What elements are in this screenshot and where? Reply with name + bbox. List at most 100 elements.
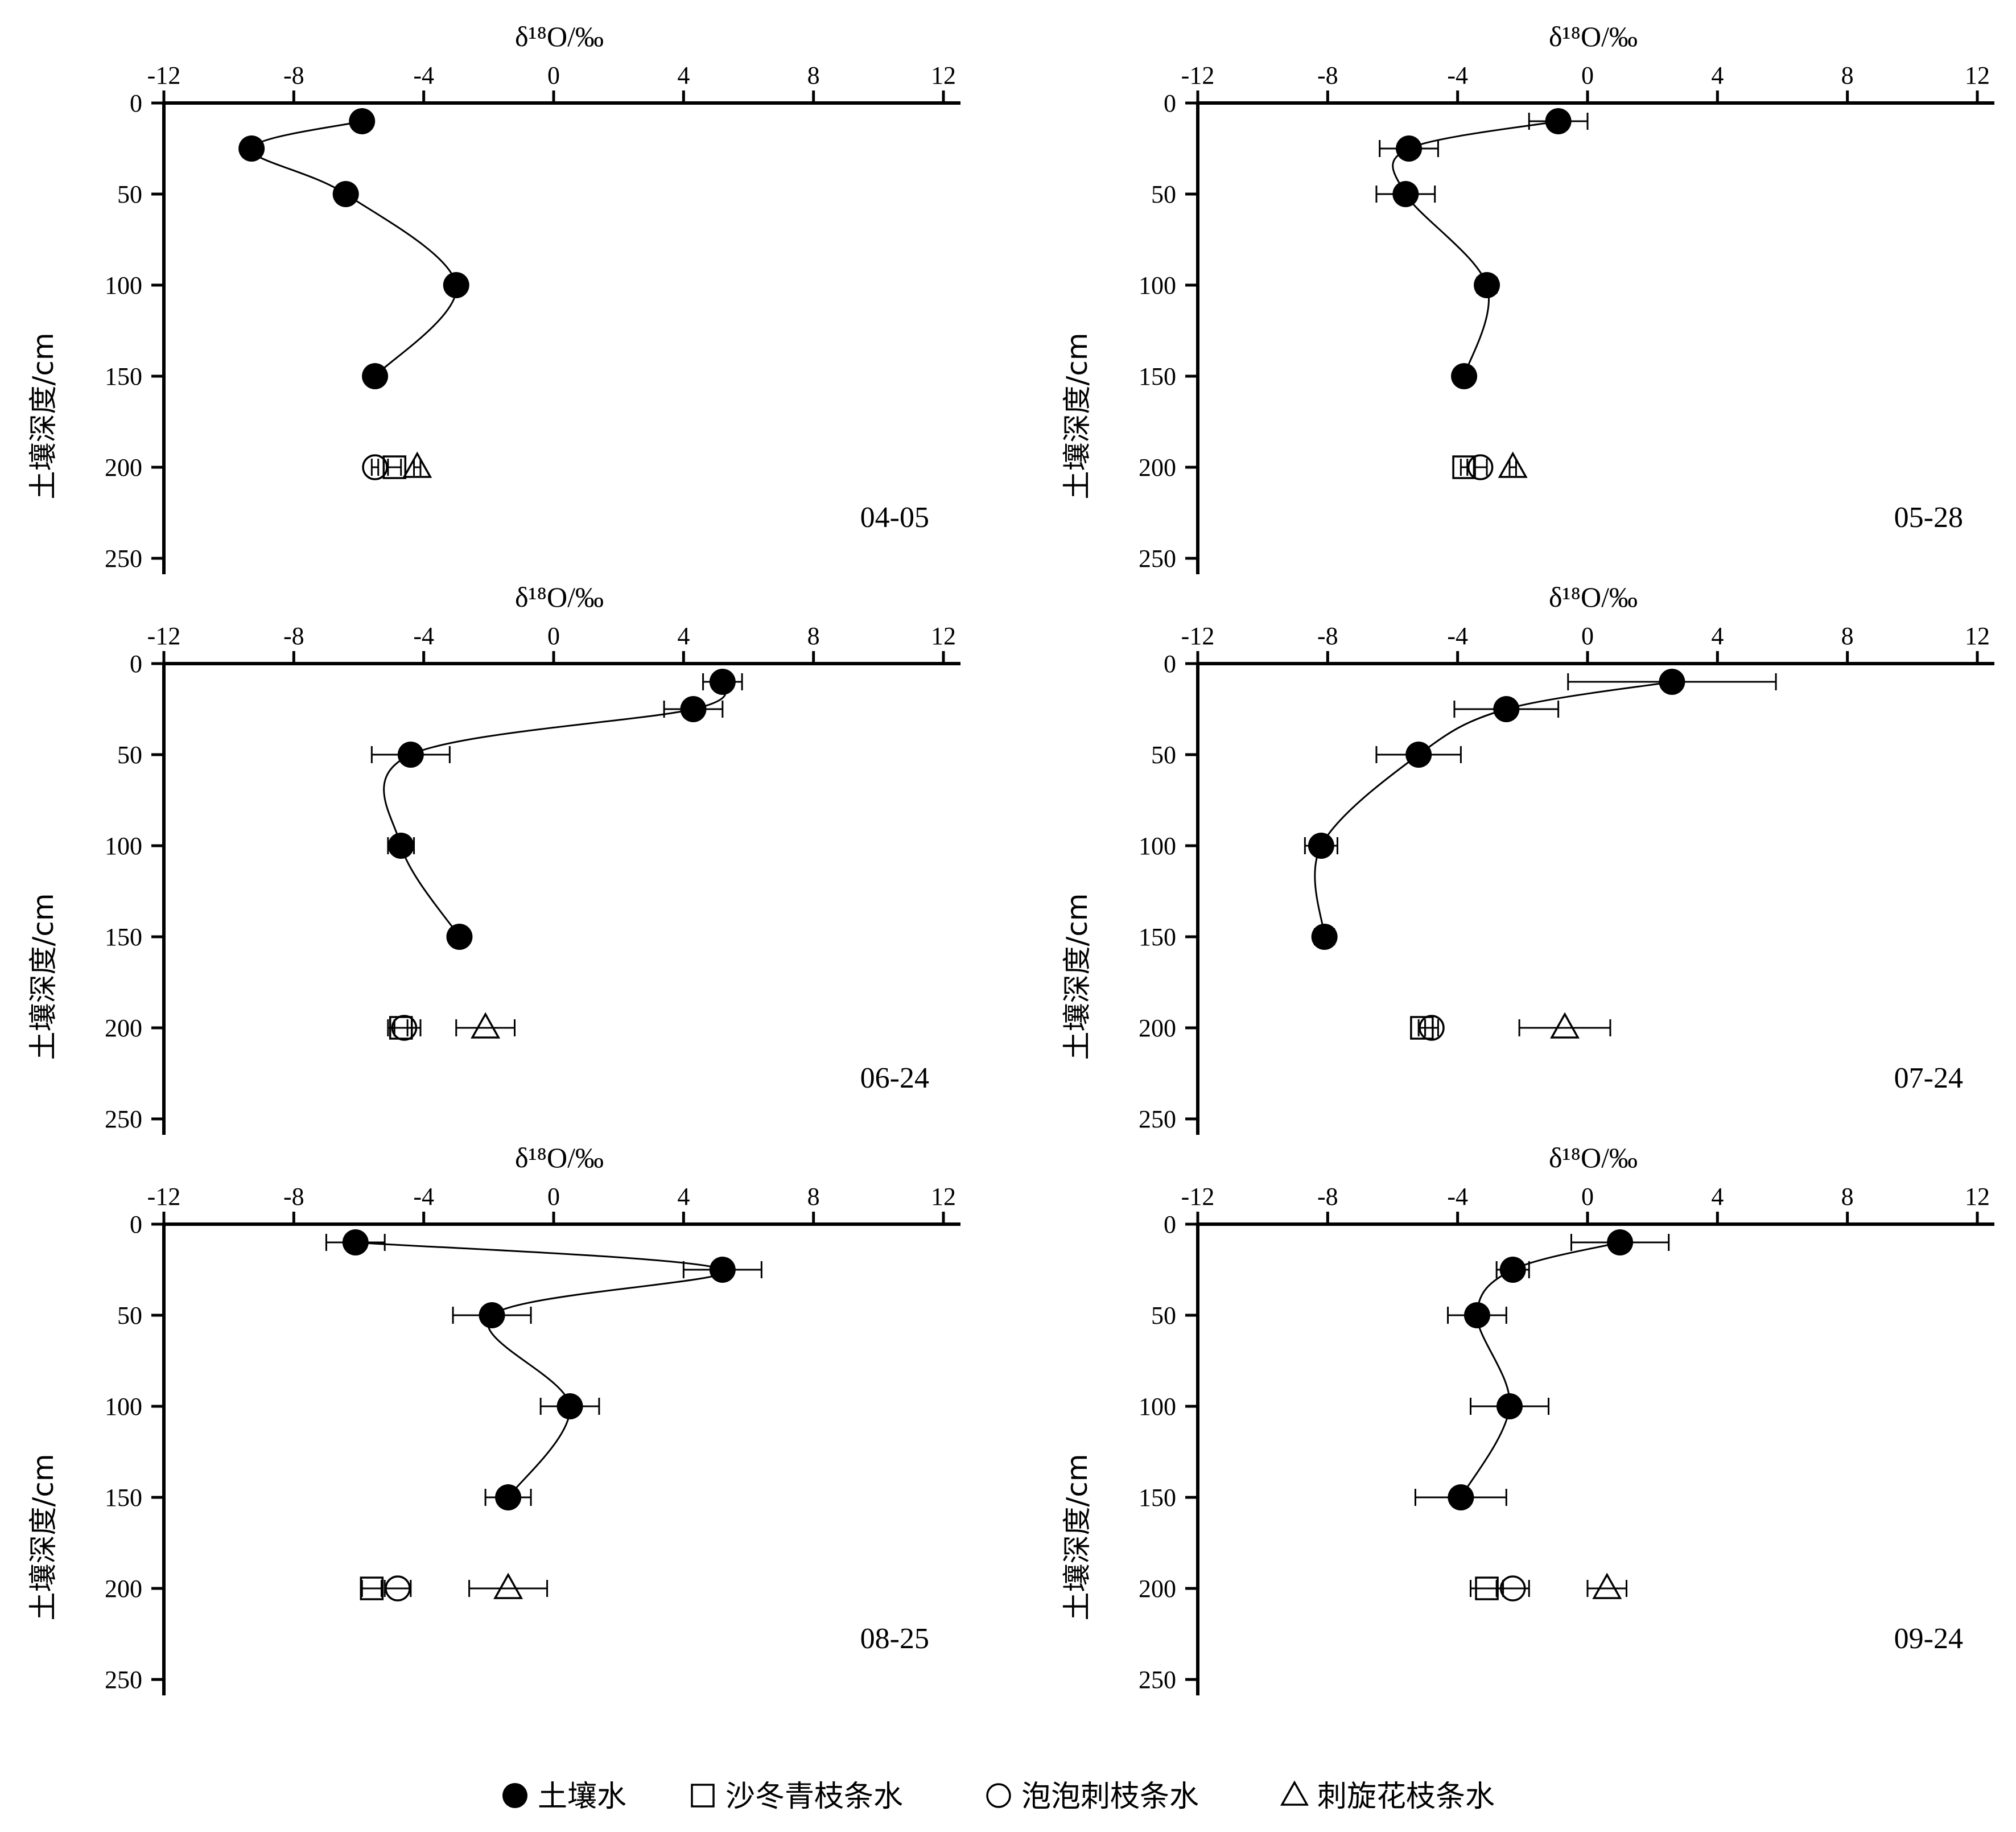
panel-date-label: 05-28 <box>1894 501 1963 534</box>
y-axis-title: 土壤深度/cm <box>27 1454 60 1620</box>
soil-water-point <box>342 1229 369 1255</box>
soil-water-point <box>1405 742 1432 768</box>
x-tick-label: 12 <box>931 1183 956 1211</box>
legend-label: 泡泡刺枝条水 <box>1021 1780 1199 1814</box>
shoot-water-triangle-marker <box>1550 1012 1580 1039</box>
y-tick-label: 100 <box>1139 832 1176 860</box>
x-tick-label: 12 <box>1965 61 1990 89</box>
y-axis-title: 土壤深度/cm <box>27 332 60 499</box>
x-tick-label: -12 <box>1181 622 1215 650</box>
x-tick-label: 0 <box>547 622 560 650</box>
soil-water-point <box>332 181 359 207</box>
panel-09-24: -12 -8 -4 0 4 8 12 δ¹⁸O/‰ 0 50 100 150 200 250 土壤深度/cm… <box>1061 1142 1994 1695</box>
x-tick-label: -12 <box>147 61 181 89</box>
y-tick-label: 200 <box>1139 454 1176 481</box>
soil-water-point <box>1463 1302 1490 1328</box>
y-tick-label: 200 <box>105 454 142 481</box>
soil-water-point <box>1451 363 1478 389</box>
soil-water-point <box>556 1393 583 1419</box>
soil-water-point <box>709 669 736 695</box>
soil-water-point <box>479 1302 505 1328</box>
legend-label: 沙冬青枝条水 <box>725 1780 903 1814</box>
soil-water-point <box>1493 696 1520 722</box>
shoot-water-circle-marker <box>385 1575 411 1602</box>
y-tick-label: 150 <box>105 363 142 390</box>
y-axis-title: 土壤深度/cm <box>1061 332 1094 499</box>
x-tick-label: 12 <box>931 61 956 89</box>
legend-square-marker <box>691 1784 715 1808</box>
soil-water-point <box>1311 924 1338 950</box>
x-tick-label: 4 <box>677 61 690 89</box>
shoot-water-circle-marker <box>1499 1575 1526 1602</box>
x-tick-label: 12 <box>1965 622 1990 650</box>
legend-triangle-marker <box>1280 1780 1309 1806</box>
soil-water-point <box>1396 135 1423 162</box>
soil-water-point <box>443 272 469 298</box>
panel-date-label: 06-24 <box>860 1062 929 1094</box>
shoot-water-triangle-marker <box>471 1012 501 1039</box>
x-axis-title: δ¹⁸O/‰ <box>515 581 604 613</box>
panel-date-label: 08-25 <box>860 1623 929 1655</box>
panel-04-05: -12 -8 -4 0 4 8 12 δ¹⁸O/‰ 0 50 100 150 200 250 土壤深度/cm… <box>27 20 960 574</box>
y-tick-label: 0 <box>130 89 142 117</box>
legend-label: 刺旋花枝条水 <box>1317 1780 1495 1814</box>
x-tick-label: 8 <box>1841 61 1854 89</box>
x-tick-label: -8 <box>283 1183 304 1211</box>
x-axis-title: δ¹⁸O/‰ <box>1549 581 1638 613</box>
panel-07-24: -12 -8 -4 0 4 8 12 δ¹⁸O/‰ 0 50 100 150 200 250 土壤深度/cm… <box>1061 581 1994 1135</box>
x-tick-label: -12 <box>1181 61 1215 89</box>
y-tick-label: 150 <box>1139 1484 1176 1512</box>
soil-water-point <box>349 108 376 134</box>
y-tick-label: 250 <box>1139 1666 1176 1694</box>
y-tick-label: 0 <box>1164 1211 1176 1238</box>
x-tick-label: -12 <box>147 622 181 650</box>
soil-water-point <box>1448 1484 1474 1510</box>
legend-label: 土壤水 <box>538 1780 626 1814</box>
y-tick-label: 100 <box>105 1393 142 1421</box>
soil-water-point <box>397 742 424 768</box>
x-tick-label: 8 <box>807 622 820 650</box>
legend: 土壤水 沙冬青枝条水 泡泡刺枝条水 刺旋花枝条水 <box>502 1780 1495 1814</box>
x-tick-label: -12 <box>1181 1183 1215 1211</box>
x-tick-label: 0 <box>1581 622 1594 650</box>
x-tick-label: 8 <box>1841 622 1854 650</box>
soil-water-curve <box>1460 1241 1621 1498</box>
shoot-water-square-marker <box>360 1576 384 1600</box>
x-tick-label: 8 <box>807 1183 820 1211</box>
soil-water-curve <box>1314 681 1672 937</box>
soil-water-point <box>362 363 389 389</box>
x-axis-title: δ¹⁸O/‰ <box>515 1142 604 1174</box>
x-tick-label: -8 <box>283 622 304 650</box>
y-tick-label: 100 <box>1139 271 1176 299</box>
shoot-water-circle-marker <box>391 1015 418 1041</box>
y-tick-label: 150 <box>1139 363 1176 390</box>
y-tick-label: 150 <box>1139 923 1176 951</box>
shoot-water-triangle-marker <box>1498 451 1528 478</box>
shoot-water-circle-marker <box>1419 1015 1445 1041</box>
x-tick-label: 0 <box>547 61 560 89</box>
x-tick-label: -4 <box>413 1183 434 1211</box>
y-tick-label: 100 <box>105 832 142 860</box>
soil-water-point <box>1607 1229 1634 1255</box>
y-tick-label: 0 <box>1164 89 1176 117</box>
x-axis-title: δ¹⁸O/‰ <box>1549 1142 1638 1174</box>
x-tick-label: 0 <box>1581 1183 1594 1211</box>
x-tick-label: 4 <box>677 1183 690 1211</box>
panel-date-label: 04-05 <box>860 501 929 534</box>
x-tick-label: -12 <box>147 1183 181 1211</box>
shoot-water-square-marker <box>382 455 407 479</box>
x-tick-label: -4 <box>413 622 434 650</box>
y-tick-label: 250 <box>1139 1105 1176 1133</box>
y-tick-label: 200 <box>105 1014 142 1042</box>
y-tick-label: 50 <box>1151 741 1176 769</box>
x-tick-label: -8 <box>283 61 304 89</box>
panel-date-label: 07-24 <box>1894 1062 1963 1094</box>
legend-item-0: 土壤水 <box>502 1780 626 1814</box>
x-tick-label: -8 <box>1317 1183 1338 1211</box>
soil-water-curve <box>355 1241 725 1498</box>
x-tick-label: -4 <box>413 61 434 89</box>
x-tick-label: 4 <box>1711 61 1724 89</box>
y-axis-title: 土壤深度/cm <box>27 893 60 1060</box>
x-tick-label: -8 <box>1317 622 1338 650</box>
soil-water-point <box>495 1484 522 1510</box>
